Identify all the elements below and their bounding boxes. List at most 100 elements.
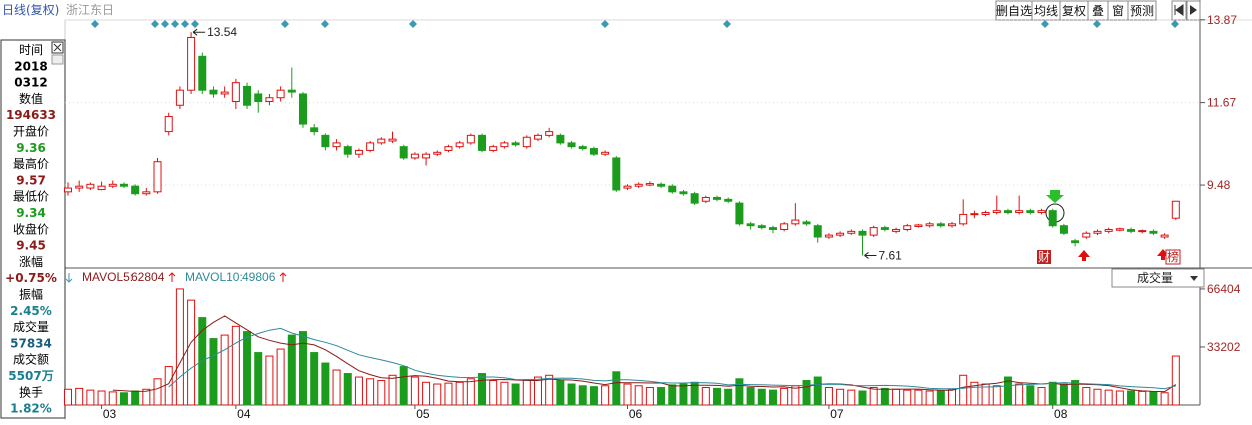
event-marker[interactable] bbox=[321, 20, 329, 28]
info-label: 振幅 bbox=[19, 287, 43, 302]
candle-body bbox=[1048, 210, 1057, 227]
candle-body bbox=[75, 185, 84, 189]
info-panel bbox=[0, 39, 66, 419]
volume-bar bbox=[601, 385, 610, 406]
rank-badge-text[interactable]: 榜 bbox=[1167, 249, 1179, 264]
toolbar-label[interactable]: 复权 bbox=[1062, 4, 1086, 18]
volume-bar bbox=[780, 387, 789, 406]
candle-body bbox=[1026, 210, 1035, 214]
finance-badge-text[interactable]: 财 bbox=[1038, 250, 1050, 264]
event-marker[interactable] bbox=[191, 20, 199, 28]
event-marker[interactable] bbox=[171, 20, 179, 28]
candle-body bbox=[478, 134, 487, 151]
volume-bar bbox=[64, 388, 72, 406]
candle-body bbox=[634, 183, 643, 187]
volume-bar bbox=[1093, 388, 1102, 406]
candle-body bbox=[1015, 210, 1024, 214]
candle-body bbox=[645, 183, 654, 186]
volume-bar bbox=[1138, 390, 1147, 406]
candle-body bbox=[746, 223, 755, 227]
stock-name: 浙江东日 bbox=[66, 3, 114, 17]
next-icon bbox=[1190, 5, 1197, 15]
event-marker[interactable] bbox=[151, 20, 159, 28]
toolbar-label[interactable]: 均线 bbox=[1034, 4, 1058, 18]
candle-body bbox=[377, 138, 386, 144]
x-tick-label: 05 bbox=[416, 407, 430, 421]
volume-bar bbox=[187, 299, 196, 406]
candle-body bbox=[601, 151, 610, 155]
event-marker[interactable] bbox=[1171, 20, 1179, 28]
volume-bar bbox=[1071, 380, 1080, 406]
volume-bar bbox=[657, 387, 666, 406]
volume-bar bbox=[243, 331, 252, 406]
event-marker[interactable] bbox=[91, 20, 99, 28]
volume-bar bbox=[410, 376, 419, 406]
candle-body bbox=[533, 134, 542, 140]
sell-signal bbox=[1046, 190, 1064, 203]
volume-bar bbox=[634, 385, 643, 406]
toolbar-label[interactable]: 叠 bbox=[1092, 4, 1104, 18]
toolbar-label[interactable]: 删自选 bbox=[996, 4, 1032, 18]
candle-body bbox=[332, 142, 341, 148]
candle-body bbox=[433, 151, 442, 155]
event-marker[interactable] bbox=[723, 20, 731, 28]
volume-bar bbox=[847, 389, 856, 406]
volume-bar bbox=[522, 379, 531, 406]
volume-bar bbox=[1015, 383, 1024, 406]
info-value: 1.82% bbox=[10, 402, 52, 416]
candle-body bbox=[914, 224, 923, 227]
volume-bar bbox=[679, 383, 688, 406]
event-marker[interactable] bbox=[1041, 20, 1049, 28]
toolbar-label[interactable]: 预测 bbox=[1130, 4, 1154, 18]
candle-body bbox=[1149, 230, 1158, 234]
info-label: 时间 bbox=[19, 43, 43, 57]
volume-bar bbox=[97, 390, 106, 406]
volume-bar bbox=[500, 381, 509, 406]
volume-bar bbox=[153, 378, 162, 406]
volume-bar bbox=[724, 388, 733, 406]
event-marker[interactable] bbox=[1093, 20, 1101, 28]
x-tick-label: 07 bbox=[830, 407, 844, 421]
legend-arrow bbox=[168, 272, 176, 282]
volume-bar bbox=[108, 391, 117, 406]
event-marker[interactable] bbox=[601, 20, 609, 28]
volume-bar bbox=[444, 382, 453, 406]
selector-text[interactable]: 成交量 bbox=[1137, 270, 1173, 285]
candle-body bbox=[892, 228, 901, 232]
candle-body bbox=[690, 193, 699, 204]
x-tick-label: 06 bbox=[629, 407, 643, 421]
finance-badge[interactable] bbox=[1037, 250, 1051, 264]
event-marker[interactable] bbox=[281, 20, 289, 28]
candle-body bbox=[511, 142, 520, 146]
volume-bar bbox=[433, 383, 442, 406]
rank-badge[interactable] bbox=[1165, 249, 1181, 265]
event-marker[interactable] bbox=[161, 20, 169, 28]
volume-bar bbox=[1160, 392, 1169, 406]
candle-body bbox=[623, 185, 632, 189]
info-label: 数值 bbox=[19, 91, 43, 106]
volume-bar bbox=[645, 387, 654, 406]
candle-body bbox=[489, 146, 498, 151]
candle-body bbox=[903, 225, 912, 230]
candle-body bbox=[243, 85, 252, 106]
toolbar-label[interactable]: 窗 bbox=[1112, 4, 1124, 18]
volume-bar bbox=[276, 348, 285, 406]
volume-bar bbox=[545, 374, 554, 406]
indicator-selector[interactable] bbox=[1111, 268, 1205, 288]
volume-bar bbox=[1048, 381, 1057, 406]
volume-bar bbox=[914, 389, 923, 406]
volume-bar bbox=[925, 390, 934, 406]
x-tick-label: 04 bbox=[237, 407, 251, 421]
pin-button[interactable] bbox=[51, 54, 64, 65]
dropdown-arrow[interactable] bbox=[1190, 276, 1198, 281]
volume-bar bbox=[936, 390, 945, 406]
event-marker[interactable] bbox=[409, 20, 417, 28]
candle-body bbox=[1104, 228, 1113, 232]
volume-bar bbox=[802, 380, 811, 406]
volume-bar bbox=[948, 388, 957, 406]
event-marker[interactable] bbox=[181, 20, 189, 28]
volume-bar bbox=[75, 387, 84, 406]
candle-body bbox=[444, 146, 453, 151]
candle-body bbox=[735, 202, 744, 225]
candle-body bbox=[86, 183, 95, 189]
